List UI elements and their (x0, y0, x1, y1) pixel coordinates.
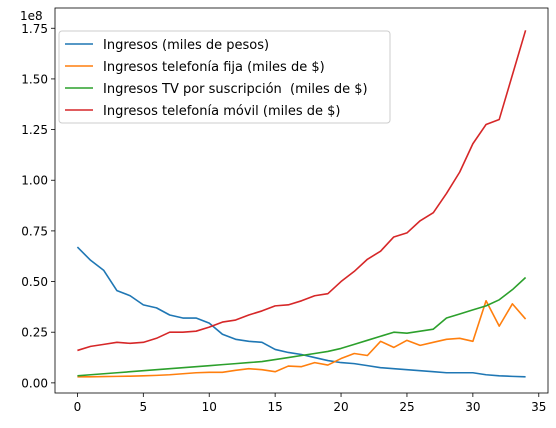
y-tick-label: 0.75 (21, 224, 48, 238)
x-axis: 0 5 10 15 20 25 30 35 (74, 393, 546, 414)
series-line (76, 246, 526, 378)
legend: Ingresos (miles de pesos) Ingresos telef… (58, 30, 391, 124)
legend-box (58, 30, 391, 124)
legend-label: Ingresos (miles de pesos) (103, 38, 269, 53)
x-tick-label: 35 (531, 400, 546, 414)
x-tick-label: 0 (74, 400, 82, 414)
series-line (77, 276, 527, 377)
x-tick-label: 25 (399, 400, 414, 414)
y-offset-label: 1e8 (20, 9, 43, 23)
y-tick-label: 0.00 (21, 376, 48, 390)
y-tick-label: 0.50 (21, 275, 48, 289)
series-line (77, 299, 527, 378)
y-axis: 0.00 0.25 0.50 0.75 1.00 1.25 1.50 1.75 (21, 22, 55, 390)
x-tick-label: 15 (267, 400, 282, 414)
y-tick-label: 1.50 (21, 72, 48, 86)
legend-label: Ingresos telefonía móvil (miles de $) (103, 104, 340, 119)
series-line (77, 30, 527, 352)
legend-label: Ingresos TV por suscripción (miles de $) (103, 82, 368, 97)
y-tick-label: 0.25 (21, 326, 48, 340)
x-tick-label: 10 (202, 400, 217, 414)
x-tick-label: 30 (465, 400, 480, 414)
x-tick-label: 20 (333, 400, 348, 414)
legend-label: Ingresos telefonía fija (miles de $) (103, 60, 325, 75)
y-tick-label: 1.25 (21, 123, 48, 137)
plot-content (76, 30, 527, 378)
y-tick-label: 1.00 (21, 174, 48, 188)
axes-frame (54, 7, 549, 394)
y-tick-label: 1.75 (21, 22, 48, 36)
x-tick-label: 5 (139, 400, 147, 414)
